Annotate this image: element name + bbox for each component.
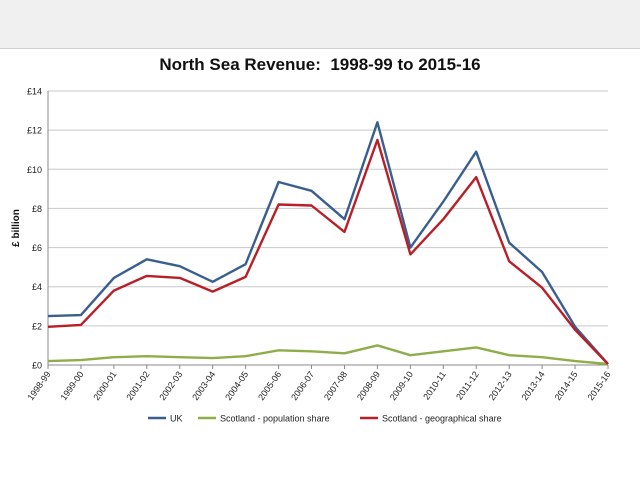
y-tick-label: £12: [27, 126, 42, 136]
y-tick-label: £2: [32, 321, 42, 331]
x-tick-label: 2008-09: [355, 369, 382, 402]
series-line-2: [47, 344, 609, 366]
y-tick-label: £0: [32, 361, 42, 371]
y-tick-label: £8: [32, 204, 42, 214]
y-tick-label: £6: [32, 243, 42, 253]
x-tick-label: 1998-99: [26, 369, 53, 402]
x-tick-label: 2005-06: [256, 369, 283, 402]
x-tick-label: 2007-08: [322, 369, 349, 402]
x-tick-label: 2001-02: [124, 369, 151, 402]
x-tick-label: 2009-10: [388, 369, 415, 402]
x-tick-label: 2004-05: [223, 369, 250, 402]
y-tick-label: £14: [27, 87, 42, 97]
legend-label: Scotland - geographical share: [382, 414, 502, 424]
x-tick-label: 2014-15: [553, 369, 580, 402]
y-axis-label: £ billion: [11, 209, 22, 247]
x-tick-label: 2006-07: [289, 369, 316, 402]
x-tick-label: 2003-04: [190, 369, 217, 402]
x-tick-label: 2010-11: [421, 369, 448, 401]
x-tick-label: 2012-13: [487, 369, 514, 402]
series-line-3: [47, 138, 609, 365]
chart-title: North Sea Revenue: 1998-99 to 2015-16: [159, 55, 481, 74]
legend-label: Scotland - population share: [220, 414, 330, 424]
x-tick-label: 1999-00: [58, 369, 85, 402]
x-tick-label: 2000-01: [91, 369, 118, 402]
x-tick-label: 2011-12: [454, 369, 481, 401]
x-tick-label: 2013-14: [520, 369, 547, 402]
series-line-1: [47, 121, 609, 365]
y-tick-label: £10: [27, 165, 42, 175]
legend-label: UK: [170, 414, 183, 424]
x-tick-label: 2015-16: [586, 369, 613, 402]
x-tick-label: 2002-03: [157, 369, 184, 402]
y-tick-label: £4: [32, 282, 42, 292]
